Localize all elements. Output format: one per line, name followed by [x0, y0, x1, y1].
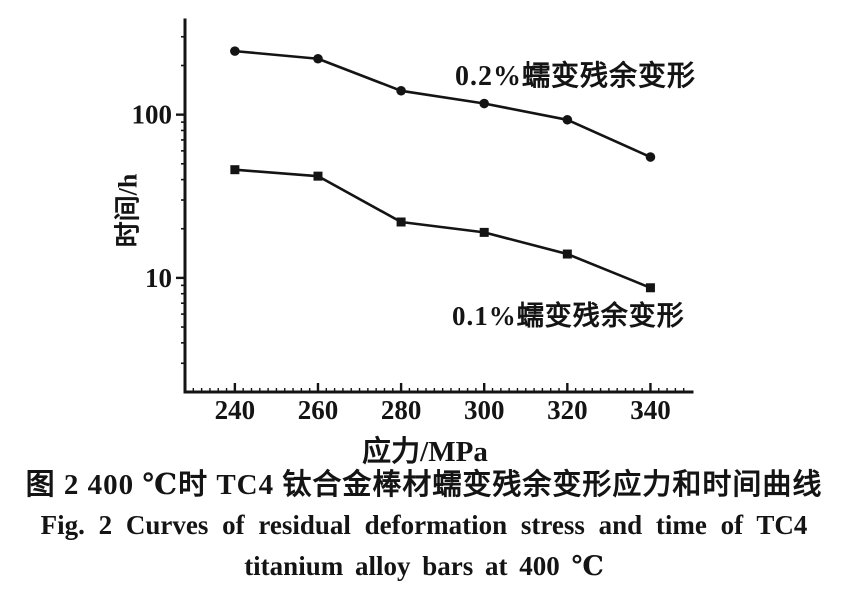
data-point-square-series-1: [396, 217, 406, 227]
x-tick-label: 300: [464, 395, 505, 425]
x-axis-title: 应力/MPa: [362, 436, 488, 468]
data-point-circle-series-0: [645, 152, 656, 162]
data-point-circle-series-0: [313, 53, 323, 64]
x-tick-label: 340: [630, 395, 671, 425]
series-line-1: [234, 168, 651, 289]
data-point-square-series-1: [313, 171, 323, 181]
data-point-circle-series-0: [479, 98, 490, 109]
y-tick-label: 100: [132, 100, 173, 130]
x-tick-label: 260: [298, 395, 339, 425]
caption-chinese: 图 2 400 ℃时 TC4 钛合金棒材蠕变残余变形应力和时间曲线: [25, 469, 823, 501]
series-label-0.1-percent-creep: 0.1%蠕变残余变形: [452, 301, 685, 331]
caption-english-line1: Fig. 2 Curves of residual deformation st…: [40, 510, 808, 540]
creep-curves-chart: 10 100 240 260 280 300 320 340 时间/h 应力/MPa 0.2%…: [113, 18, 697, 468]
data-point-square-series-1: [562, 249, 572, 259]
x-tick-label: 280: [381, 395, 422, 425]
x-tick-label: 320: [547, 395, 588, 425]
data-point-square-series-1: [645, 283, 655, 293]
axes-frame: [183, 18, 694, 394]
y-tick-label: 10: [145, 263, 172, 293]
y-axis-title: 时间/h: [113, 173, 143, 248]
series-line-0: [234, 49, 651, 159]
plot-canvas: 10 100 240 260 280 300 320 340: [132, 18, 694, 425]
data-point-circle-series-0: [562, 114, 573, 125]
data-point-square-series-1: [230, 165, 240, 175]
data-point-circle-series-0: [230, 46, 240, 56]
series-label-0.2-percent-creep: 0.2%蠕变残余变形: [455, 61, 697, 92]
data-point-circle-series-0: [396, 85, 406, 96]
caption-english-line2: titanium alloy bars at 400 ℃: [244, 551, 604, 581]
x-tick-label: 240: [215, 395, 256, 425]
data-point-square-series-1: [479, 227, 489, 237]
